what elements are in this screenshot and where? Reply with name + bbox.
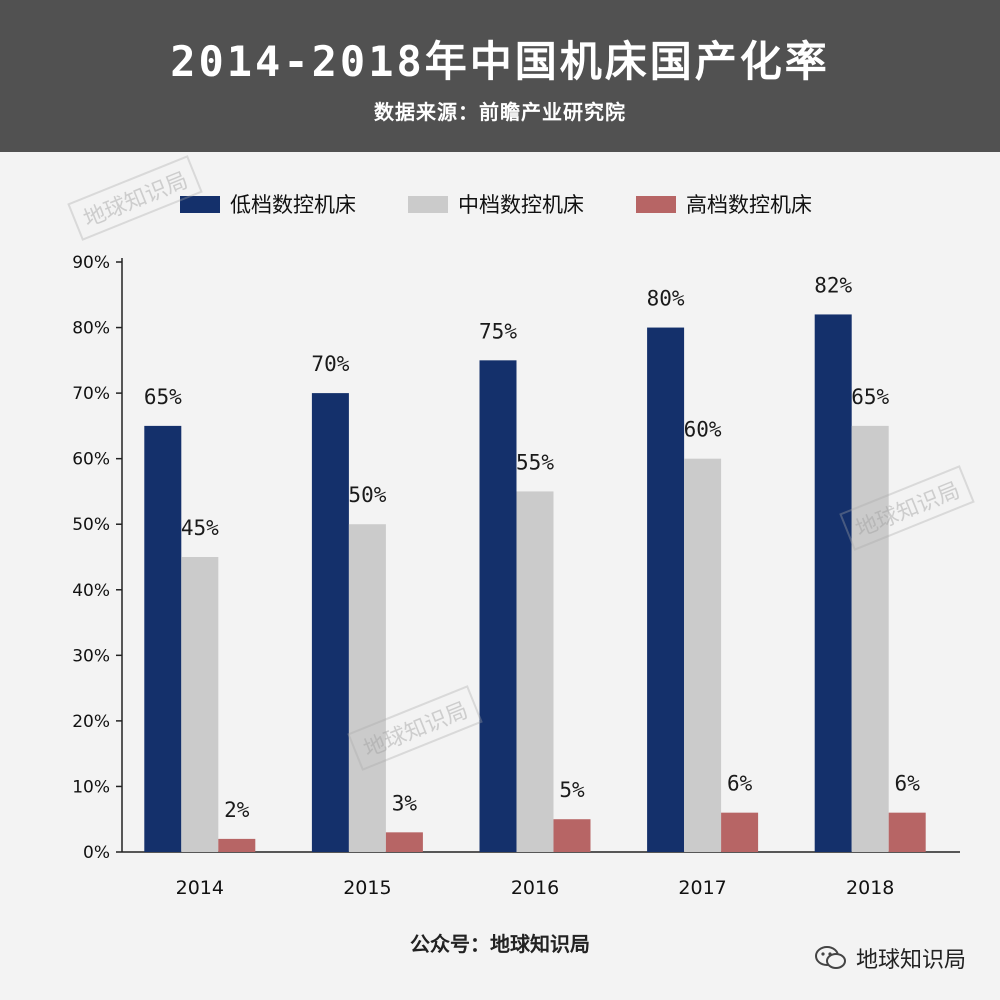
data-label: 6% xyxy=(727,772,753,796)
bar xyxy=(348,524,386,852)
y-tick-label: 80% xyxy=(72,319,110,339)
y-tick-label: 60% xyxy=(72,450,110,470)
bar xyxy=(181,557,219,852)
legend-swatch xyxy=(180,196,220,213)
data-label: 3% xyxy=(392,791,418,815)
y-tick-label: 70% xyxy=(72,384,110,404)
x-tick-label: 2018 xyxy=(846,877,894,899)
legend-label: 高档数控机床 xyxy=(686,193,812,217)
y-tick-label: 20% xyxy=(72,712,110,732)
bar xyxy=(218,838,256,852)
legend-label: 低档数控机床 xyxy=(230,193,356,217)
x-tick-label: 2015 xyxy=(343,877,391,899)
x-tick-label: 2017 xyxy=(678,877,726,899)
data-label: 6% xyxy=(895,772,921,796)
bar xyxy=(888,812,926,852)
data-label: 65% xyxy=(851,385,889,409)
wechat-icon xyxy=(814,946,846,969)
bar xyxy=(479,360,517,852)
y-tick-label: 10% xyxy=(72,777,110,797)
y-tick-label: 40% xyxy=(72,581,110,601)
y-tick-label: 0% xyxy=(83,843,110,863)
y-tick-label: 50% xyxy=(72,515,110,535)
footer-credit: 公众号：地球知识局 xyxy=(410,932,590,956)
bar xyxy=(721,812,759,852)
bar xyxy=(516,491,554,852)
data-label: 5% xyxy=(559,778,585,802)
data-label: 2% xyxy=(224,798,250,822)
data-label: 60% xyxy=(684,418,722,442)
data-label: 55% xyxy=(516,450,554,474)
brand-text: 地球知识局 xyxy=(855,948,966,973)
bar xyxy=(553,819,591,852)
y-tick-label: 90% xyxy=(72,253,110,273)
data-label: 50% xyxy=(348,483,386,507)
brand-badge: 地球知识局 xyxy=(814,942,966,974)
bar xyxy=(814,314,852,852)
bar xyxy=(144,425,182,852)
legend-swatch xyxy=(636,196,676,213)
data-label: 75% xyxy=(479,319,517,343)
header-banner: 2014-2018年中国机床国产化率 数据来源：前瞻产业研究院 xyxy=(0,0,1000,152)
data-label: 70% xyxy=(311,352,349,376)
data-label: 82% xyxy=(814,273,852,297)
bar xyxy=(385,832,423,852)
legend-swatch xyxy=(408,196,448,213)
data-label: 80% xyxy=(647,287,685,311)
legend-label: 中档数控机床 xyxy=(458,193,584,217)
y-tick-label: 30% xyxy=(72,646,110,666)
data-label: 65% xyxy=(144,385,182,409)
bar xyxy=(311,393,349,852)
bar xyxy=(647,327,685,852)
chart-title: 2014-2018年中国机床国产化率 xyxy=(170,37,830,86)
x-tick-label: 2016 xyxy=(511,877,559,899)
bar xyxy=(684,458,722,852)
chart-subtitle: 数据来源：前瞻产业研究院 xyxy=(374,100,626,124)
x-tick-label: 2014 xyxy=(176,877,224,899)
data-label: 45% xyxy=(181,516,219,540)
bar xyxy=(851,425,889,852)
